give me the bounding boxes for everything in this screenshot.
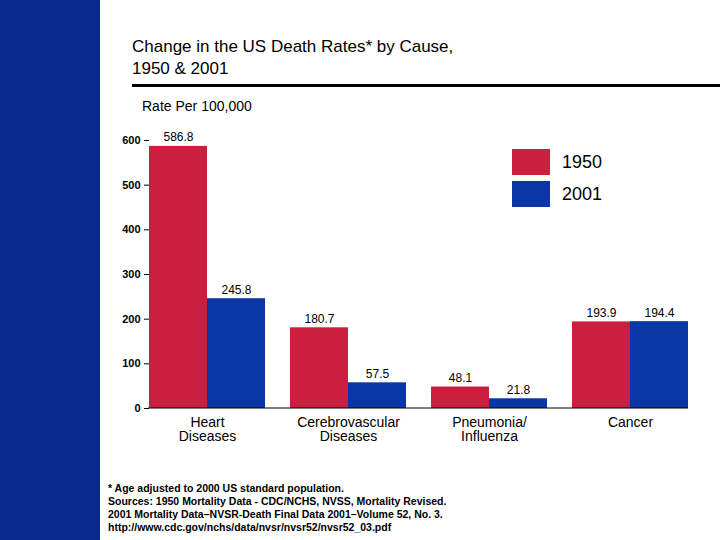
svg-text:500: 500 [122,179,140,191]
svg-text:193.9: 193.9 [586,306,616,320]
svg-text:Pneumonia/Influenza: Pneumonia/Influenza [452,414,527,444]
svg-text:48.1: 48.1 [449,371,473,385]
svg-text:586.8: 586.8 [163,130,193,144]
svg-text:245.8: 245.8 [221,283,251,297]
svg-text:100: 100 [122,357,140,369]
html-text:* Age adjusted to 2000 US stan: * Age adjusted to 2000 US standard popul… [108,482,344,494]
svg-text:180.7: 180.7 [304,312,334,326]
html-text:Sources: 1950 Mortality Data -: Sources: 1950 Mortality Data - CDC/NCHS,… [108,495,447,507]
html-text:Change in the US Death Rates*: Change in the US Death Rates* by Cause, … [132,37,454,78]
html-text:http://www.cdc.gov/nchs/data/n: http://www.cdc.gov/nchs/data/nvsr/nvsr52… [108,521,392,533]
html-text:2001: 2001 [562,183,602,204]
svg-text:194.4: 194.4 [644,306,674,320]
html-text:2001 Mortality Data–NVSR-Death: 2001 Mortality Data–NVSR-Death Final Dat… [108,508,443,520]
svg-text:21.8: 21.8 [507,383,531,397]
svg-text:600: 600 [122,134,140,146]
html-text:Rate Per 100,000: Rate Per 100,000 [142,98,252,114]
html-text:1950: 1950 [562,151,602,172]
svg-text:HeartDiseases: HeartDiseases [179,414,237,444]
svg-text:CerebrovascularDiseases: CerebrovascularDiseases [297,414,400,444]
svg-text:200: 200 [122,313,140,325]
svg-text:300: 300 [122,268,140,280]
svg-text:Cancer: Cancer [608,414,653,430]
svg-text:0: 0 [134,402,140,414]
svg-text:400: 400 [122,223,140,235]
svg-text:57.5: 57.5 [366,367,390,381]
